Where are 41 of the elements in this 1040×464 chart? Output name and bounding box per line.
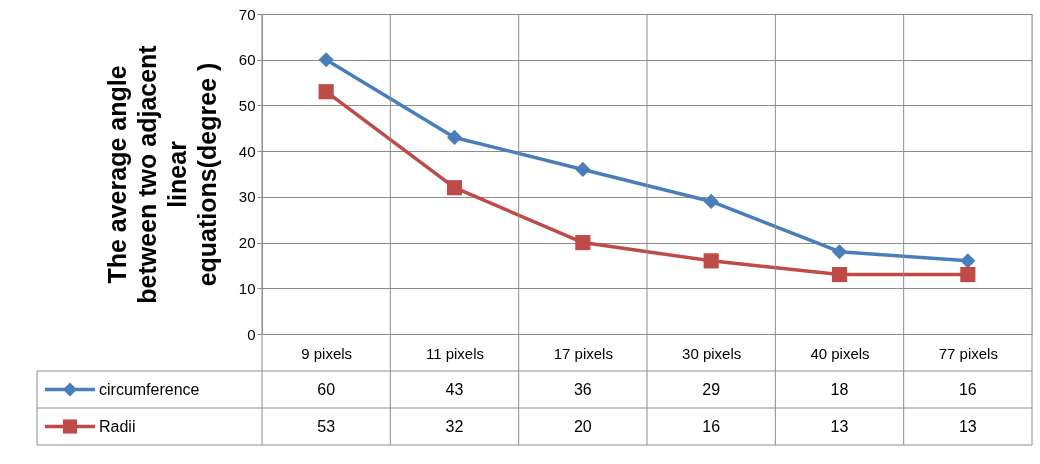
data-label: 13 (830, 417, 849, 435)
y-tick-label: 40 (238, 142, 256, 160)
point (446, 129, 463, 146)
data-label: 43 (445, 380, 464, 398)
data-label: 32 (445, 417, 464, 435)
point (831, 244, 848, 260)
point (575, 161, 591, 178)
legend-label: circumference (99, 380, 200, 398)
x-tick-label: 40 pixels (810, 344, 870, 362)
point (446, 180, 463, 196)
point (960, 253, 976, 269)
legend-label: Radii (99, 417, 136, 435)
data-label: 36 (573, 380, 592, 398)
data-label: 29 (702, 380, 721, 398)
data-label: 13 (958, 417, 977, 435)
y-axis-title: The average angle between two adjacent linear equations(degree ) (102, 44, 221, 304)
x-tick-label: 11 pixels (425, 344, 485, 362)
y-tick-label: 70 (238, 5, 256, 23)
point (831, 266, 848, 283)
point (960, 266, 976, 283)
point (575, 234, 591, 251)
data-label: 20 (573, 417, 592, 435)
data-label: 53 (317, 417, 336, 435)
data-label: 60 (317, 380, 336, 398)
x-tick-label: 9 pixels (301, 344, 353, 362)
data-label: 16 (702, 417, 721, 435)
point (318, 52, 334, 68)
data-label: 16 (958, 380, 977, 398)
x-tick-label: 30 pixels (682, 344, 742, 362)
y-tick-label: 0 (247, 325, 256, 343)
y-tick-label: 30 (238, 188, 256, 206)
y-tick-label: 60 (238, 51, 256, 69)
point (318, 84, 334, 100)
point (703, 253, 719, 269)
data-label: 18 (830, 380, 849, 398)
x-tick-label: 77 pixels (938, 344, 998, 362)
point (703, 193, 719, 210)
y-tick-label: 20 (238, 234, 256, 252)
x-tick-label: 17 pixels (553, 344, 613, 362)
y-tick-label: 10 (238, 279, 256, 297)
y-tick-label: 50 (238, 96, 256, 114)
